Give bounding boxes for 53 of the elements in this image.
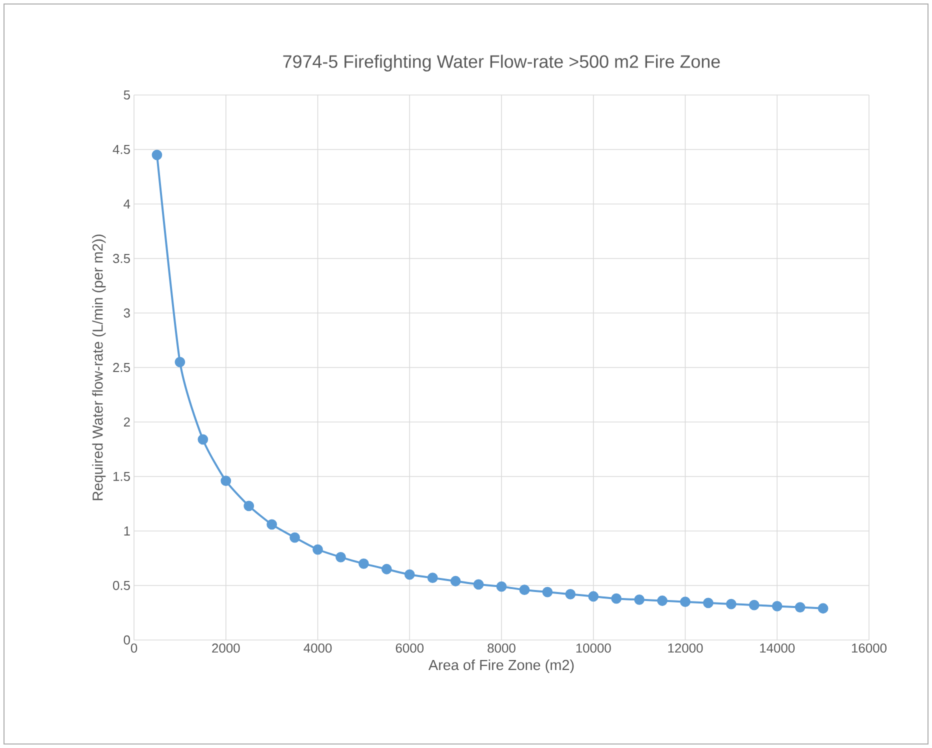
point	[198, 434, 208, 445]
point	[496, 581, 507, 592]
point	[703, 598, 714, 608]
x-tick-label: 4000	[304, 644, 332, 653]
point	[748, 600, 760, 610]
point	[794, 602, 806, 612]
point	[290, 532, 300, 543]
point	[542, 586, 553, 598]
point	[336, 552, 346, 562]
y-tick-label: 4	[124, 200, 130, 208]
point	[220, 476, 232, 486]
point	[772, 600, 782, 612]
point	[404, 569, 415, 580]
point	[565, 589, 576, 600]
point	[358, 558, 369, 569]
y-tick-label: 0.5	[112, 580, 130, 590]
x-tick-label: 6000	[396, 644, 424, 653]
point	[818, 603, 828, 614]
x-tick-label: 2000	[212, 644, 240, 653]
point	[473, 579, 484, 590]
x-tick-label: 10000	[576, 644, 611, 653]
y-tick-label: 4.5	[112, 144, 130, 154]
x-tick-label: 16000	[852, 644, 887, 653]
x-tick-label: 0	[130, 644, 138, 653]
y-tick-label: 3.5	[112, 254, 130, 264]
chart-title: 7974-5 Firefighting Water Flow-rate >500 m2 Fire Zone	[283, 54, 720, 72]
y-tick-label: 2.5	[113, 362, 130, 372]
y-tick-label: 0	[124, 635, 130, 645]
point	[450, 576, 461, 586]
point	[588, 591, 599, 602]
point	[726, 598, 736, 610]
point	[381, 564, 392, 574]
point	[312, 544, 323, 555]
point	[152, 150, 162, 160]
x-tick-label: 12000	[668, 644, 703, 653]
point	[266, 519, 278, 530]
point	[174, 356, 186, 368]
y-tick-label: 1	[124, 526, 130, 536]
point	[657, 596, 668, 606]
point	[427, 572, 438, 584]
point	[611, 593, 622, 604]
y-tick-label: 3	[124, 308, 130, 318]
point	[244, 500, 254, 512]
x-tick-label: 8000	[488, 644, 516, 653]
x-tick-label: 14000	[760, 644, 795, 653]
point	[680, 596, 690, 608]
y-axis-title: Required Water flow-rate (L/min (per m2))	[92, 234, 106, 500]
y-tick-label: 1.5	[113, 472, 130, 481]
y-tick-label: 5	[124, 90, 130, 100]
x-axis-title: Area of Fire Zone (m2)	[428, 660, 574, 673]
point	[519, 584, 530, 596]
y-tick-label: 2	[124, 417, 130, 427]
point	[634, 594, 645, 605]
